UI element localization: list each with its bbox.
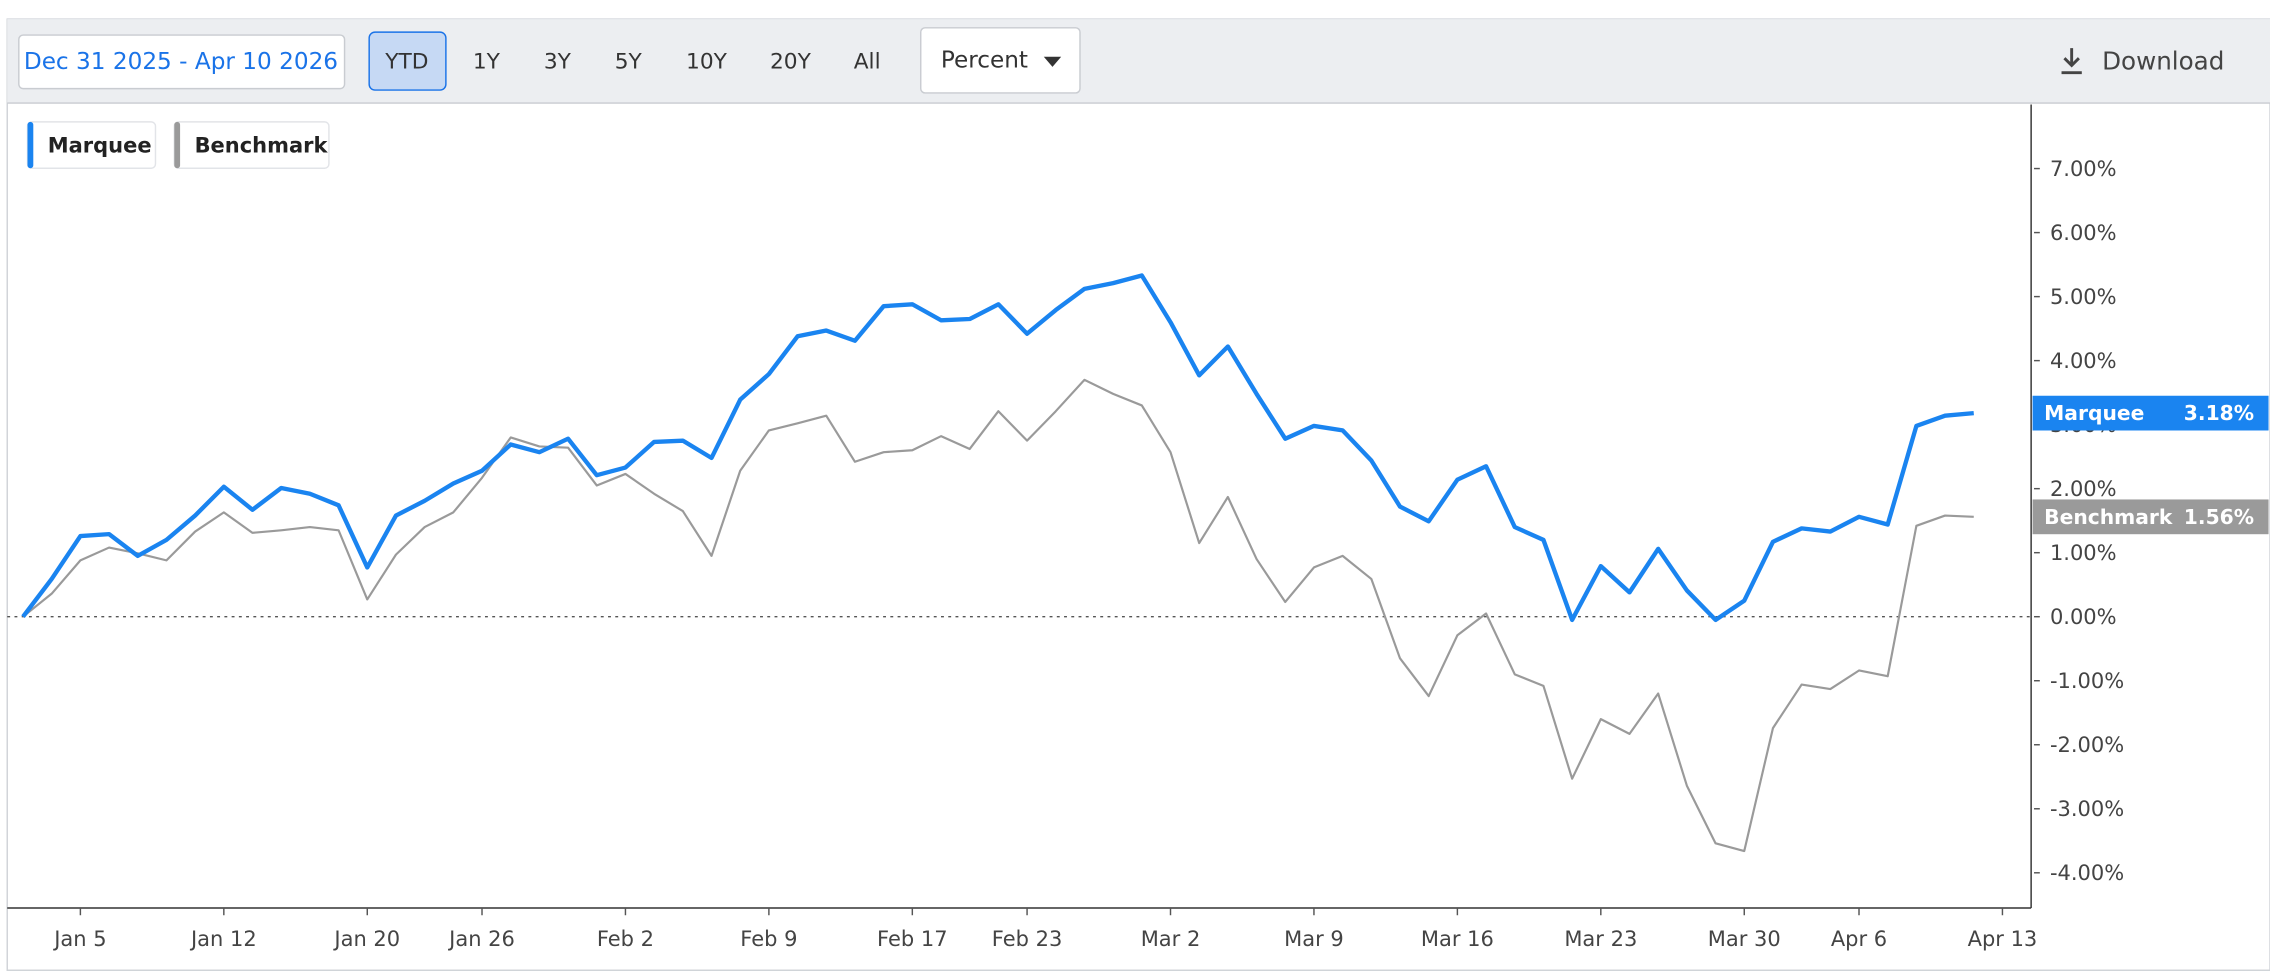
frame [6, 18, 2270, 971]
download-button[interactable]: Download [2061, 47, 2225, 76]
y-tick-label: -3.00% [2050, 797, 2124, 821]
dropdown-arrow [1043, 56, 1062, 67]
y-tick-label: 4.00% [2050, 349, 2117, 373]
end-label-name: Marquee [2044, 401, 2144, 425]
legend-swatch [174, 121, 181, 169]
end-label-value: 1.56% [2184, 505, 2254, 529]
x-tick-label: Feb 9 [740, 927, 797, 951]
period-button[interactable]: All [854, 50, 881, 75]
y-tick-label: 0.00% [2050, 605, 2117, 629]
x-tick-label: Feb 17 [877, 927, 948, 951]
x-tick-label: Jan 12 [189, 927, 257, 951]
x-tick-label: Apr 13 [1968, 927, 2038, 951]
toolbar [7, 19, 2270, 104]
x-tick-label: Apr 6 [1831, 927, 1887, 951]
download-icon [2061, 48, 2082, 75]
period-button[interactable]: 3Y [544, 50, 572, 75]
legend-label: Marquee [48, 134, 152, 158]
unit-label: Percent [941, 48, 1028, 74]
x-tick-label: Mar 2 [1141, 927, 1201, 951]
legend-label: Benchmark [195, 134, 329, 158]
end-label-box [2032, 499, 2269, 535]
x-tick-label: Jan 26 [447, 927, 515, 951]
period-button[interactable]: 5Y [615, 50, 643, 75]
end-label-box [2032, 395, 2269, 431]
end-label-name: Benchmark [2044, 505, 2173, 529]
series-line [22, 378, 1974, 853]
period-button[interactable]: 1Y [473, 50, 501, 75]
y-tick-label: 5.00% [2050, 285, 2117, 309]
period-selected[interactable] [368, 31, 447, 91]
x-tick-label: Mar 30 [1708, 927, 1781, 951]
date-range-button[interactable] [18, 34, 346, 90]
series-line [21, 273, 1974, 623]
y-tick-label: 2.00% [2050, 477, 2117, 501]
period-button[interactable]: 20Y [770, 50, 812, 75]
date-range: Dec 31 2025 - Apr 10 2026 [24, 49, 338, 75]
y-tick-label: 1.00% [2050, 541, 2117, 565]
x-tick-label: Jan 20 [332, 927, 400, 951]
x-tick-label: Feb 2 [597, 927, 654, 951]
y-tick-label: -4.00% [2050, 861, 2124, 885]
period-buttons: YTD 1Y 3Y 5Y 10Y 20Y All [368, 31, 881, 91]
plot: -4.00% -3.00% -2.00% -1.00% 0.00% 1.00% 2.00% 3… [7, 157, 2269, 951]
y-tick-label: 7.00% [2050, 157, 2117, 181]
x-tick-label: Feb 23 [992, 927, 1063, 951]
unit-dropdown[interactable] [920, 27, 1081, 94]
legend-swatch [27, 121, 34, 169]
y-tick-label: 6.00% [2050, 221, 2117, 245]
period-button[interactable]: YTD [384, 50, 428, 75]
period-button[interactable]: 10Y [686, 50, 728, 75]
end-label-value: 3.18% [2184, 401, 2254, 425]
y-tick-label: -1.00% [2050, 669, 2124, 693]
x-tick-label: Mar 23 [1564, 927, 1637, 951]
y-tick-label: -2.00% [2050, 733, 2124, 757]
x-tick-label: Mar 16 [1421, 927, 1494, 951]
x-tick-label: Mar 9 [1284, 927, 1344, 951]
x-tick-label: Jan 5 [52, 927, 106, 951]
legend: Marquee Benchmark [26, 121, 330, 169]
download-label: Download [2102, 47, 2224, 76]
